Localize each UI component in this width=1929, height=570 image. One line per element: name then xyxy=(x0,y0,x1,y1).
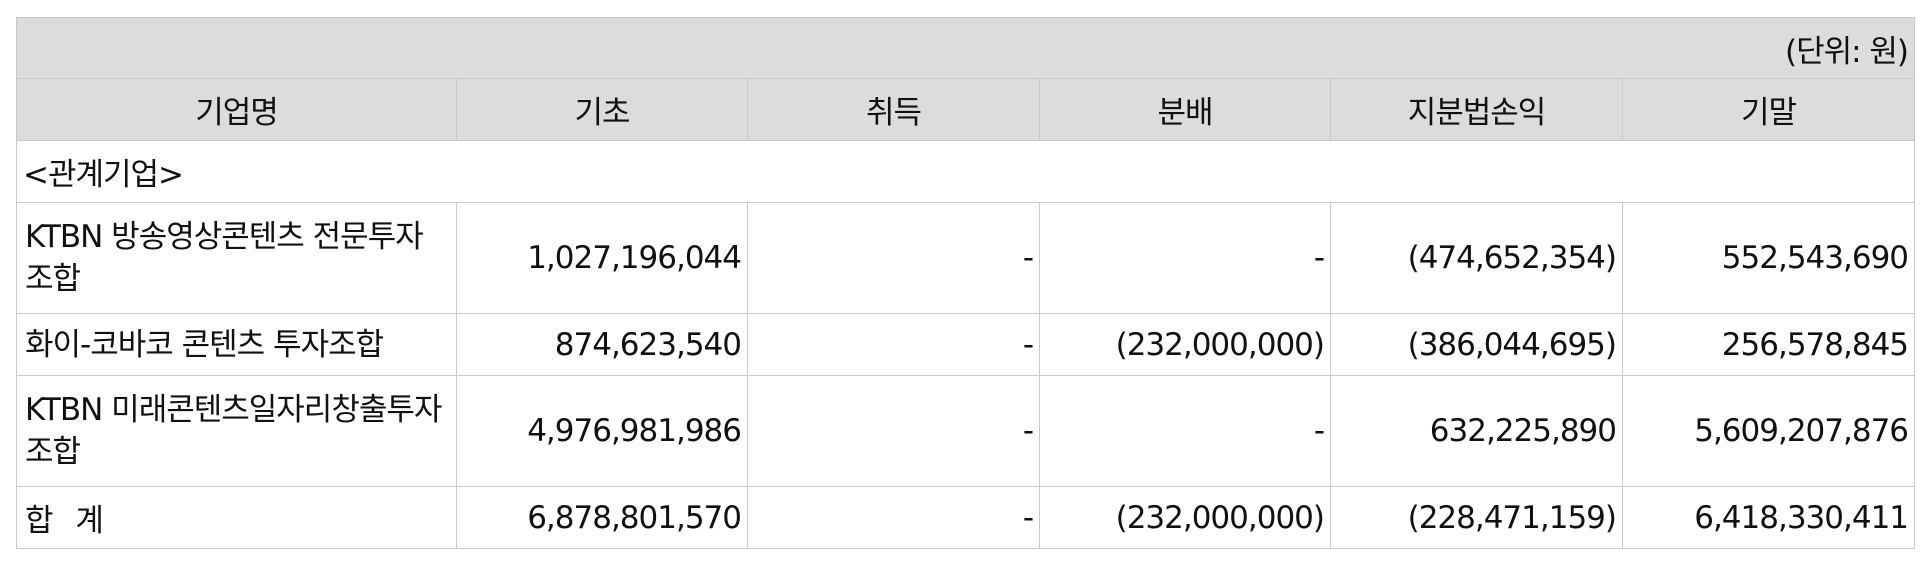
investment-table-container: (단위: 원) 기업명 기초 취득 분배 지분법손익 기말 <관계기업> KTB… xyxy=(15,17,1916,549)
closing-value: 256,578,845 xyxy=(1621,313,1916,376)
closing-value: 552,543,690 xyxy=(1621,202,1916,314)
associates-investment-table: (단위: 원) 기업명 기초 취득 분배 지분법손익 기말 <관계기업> KTB… xyxy=(15,17,1916,549)
total-equity-method-value: (228,471,159) xyxy=(1330,486,1623,549)
company-name: 화이-코바코 콘텐츠 투자조합 xyxy=(16,313,457,376)
header-row: 기업명 기초 취득 분배 지분법손익 기말 xyxy=(16,78,1916,141)
table-row: 화이-코바코 콘텐츠 투자조합 874,623,540 - (232,000,0… xyxy=(16,313,1916,376)
distribution-value: - xyxy=(1039,375,1331,487)
total-closing-value: 6,418,330,411 xyxy=(1621,486,1916,549)
distribution-value: - xyxy=(1039,202,1331,314)
group-row: <관계기업> xyxy=(15,140,1916,203)
column-header-opening: 기초 xyxy=(456,78,748,141)
opening-value: 874,623,540 xyxy=(456,313,748,376)
column-header-acquisition: 취득 xyxy=(747,78,1040,141)
group-label: <관계기업> xyxy=(15,140,1916,203)
equity-method-value: (386,044,695) xyxy=(1330,313,1623,376)
acquisition-value: - xyxy=(747,375,1040,487)
table-row: KTBN 미래콘텐츠일자리창출투자조합 4,976,981,986 - - 63… xyxy=(16,375,1916,487)
column-header-company: 기업명 xyxy=(16,78,457,141)
company-name: KTBN 미래콘텐츠일자리창출투자조합 xyxy=(16,375,457,487)
unit-label: (단위: 원) xyxy=(15,17,1916,79)
opening-value: 1,027,196,044 xyxy=(456,202,748,314)
total-label: 합 계 xyxy=(16,486,457,549)
column-header-closing: 기말 xyxy=(1621,78,1916,141)
total-distribution-value: (232,000,000) xyxy=(1039,486,1331,549)
closing-value: 5,609,207,876 xyxy=(1621,375,1916,487)
unit-row: (단위: 원) xyxy=(15,17,1916,79)
total-acquisition-value: - xyxy=(747,486,1040,549)
company-name: KTBN 방송영상콘텐츠 전문투자조합 xyxy=(16,202,457,314)
equity-method-value: (474,652,354) xyxy=(1330,202,1623,314)
equity-method-value: 632,225,890 xyxy=(1330,375,1623,487)
opening-value: 4,976,981,986 xyxy=(456,375,748,487)
column-header-distribution: 분배 xyxy=(1039,78,1331,141)
table-row: KTBN 방송영상콘텐츠 전문투자조합 1,027,196,044 - - (4… xyxy=(16,202,1916,314)
distribution-value: (232,000,000) xyxy=(1039,313,1331,376)
total-row: 합 계 6,878,801,570 - (232,000,000) (228,4… xyxy=(16,486,1916,549)
acquisition-value: - xyxy=(747,313,1040,376)
total-opening-value: 6,878,801,570 xyxy=(456,486,748,549)
column-header-equity-method: 지분법손익 xyxy=(1330,78,1623,141)
acquisition-value: - xyxy=(747,202,1040,314)
